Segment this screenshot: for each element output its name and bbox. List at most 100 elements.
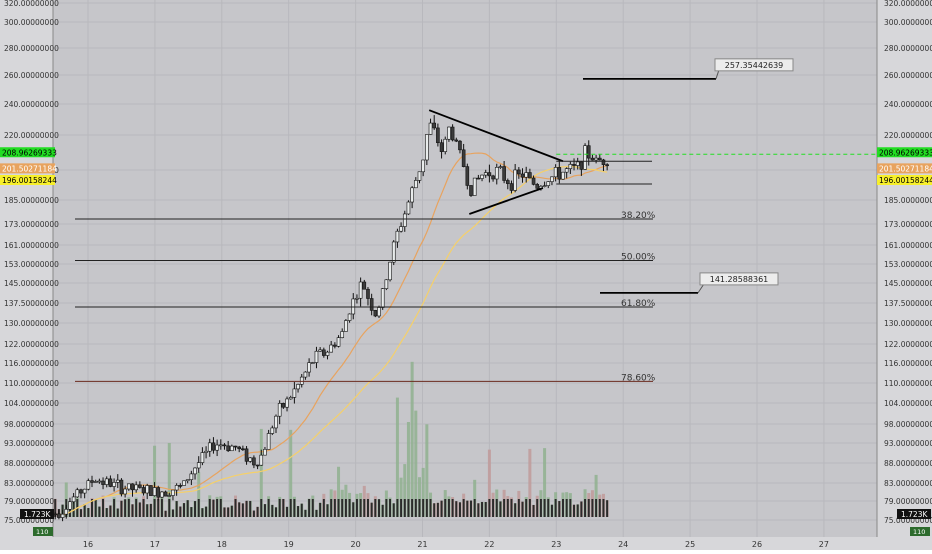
- volume-bar-base: [565, 499, 568, 517]
- volume-bars: [46, 361, 609, 517]
- candle: [358, 277, 363, 307]
- volume-bar: [414, 410, 418, 517]
- candle: [123, 485, 127, 498]
- candle: [579, 161, 584, 176]
- y-tick-label-left: 280.00000000: [4, 44, 59, 53]
- candle-body: [200, 452, 205, 463]
- candle: [509, 180, 514, 194]
- volume-bar: [395, 397, 399, 517]
- candle: [97, 478, 102, 484]
- y-tick-label-left: 173.00000000: [4, 220, 59, 229]
- volume-bar-base: [271, 504, 274, 517]
- candle: [277, 400, 282, 425]
- candle: [487, 164, 492, 183]
- volume-sub-label-left: 110: [36, 528, 48, 536]
- candle: [483, 169, 488, 178]
- candle-body: [79, 489, 83, 494]
- candle: [244, 446, 249, 465]
- candle-body: [340, 331, 345, 338]
- volume-bar-base: [576, 504, 579, 517]
- candle: [399, 222, 403, 233]
- candle: [502, 160, 506, 184]
- volume-bar: [425, 424, 429, 517]
- candle: [90, 475, 94, 488]
- candle: [101, 477, 105, 490]
- volume-bar-base: [407, 499, 410, 517]
- volume-bar-base: [473, 499, 476, 517]
- volume-bar-base: [470, 500, 473, 517]
- volume-bar-base: [260, 499, 263, 517]
- candle-body: [145, 485, 150, 494]
- volume-label-left: 1.723K: [24, 510, 51, 519]
- candle-body: [193, 467, 197, 475]
- y-tick-label-left: 260.00000000: [4, 71, 59, 80]
- volume-bar-base: [197, 499, 200, 517]
- volume-bar-base: [326, 504, 329, 517]
- y-tick-label-right: 185.00000000: [884, 196, 932, 205]
- candle: [160, 491, 164, 499]
- candle-body: [82, 488, 87, 494]
- candle-body: [310, 362, 315, 364]
- candle: [344, 319, 348, 332]
- volume-bar-base: [392, 503, 395, 517]
- volume-bar-base: [94, 499, 97, 517]
- candle-body: [553, 167, 558, 178]
- y-tick-label-left: 185.00000000: [4, 196, 59, 205]
- candle-body: [494, 167, 499, 180]
- candle: [163, 490, 168, 497]
- candle: [119, 478, 124, 497]
- volume-bar-base: [587, 499, 590, 517]
- candle: [274, 414, 278, 434]
- volume-bar-base: [164, 510, 167, 517]
- candle-body: [395, 230, 400, 243]
- candle-body: [325, 351, 330, 356]
- last-price-label-left: 208.96269333: [2, 148, 57, 157]
- volume-bar-base: [547, 499, 550, 517]
- y-tick-label-left: 79.00000000: [4, 497, 54, 506]
- candle-body: [215, 444, 219, 451]
- candle-body: [465, 166, 470, 186]
- volume-bar-base: [378, 499, 381, 517]
- candle: [402, 210, 407, 232]
- candle-body: [86, 480, 91, 490]
- volume-bar: [259, 428, 263, 517]
- volume-bar-base: [234, 499, 237, 517]
- volume-bar-base: [403, 499, 406, 517]
- volume-bar-base: [348, 499, 351, 517]
- ma-slow-label-bg-left: [0, 175, 55, 185]
- volume-bar-base: [83, 504, 86, 517]
- volume-bar-base: [267, 499, 270, 517]
- candle: [531, 175, 536, 186]
- candle-body: [388, 261, 392, 281]
- volume-bar-base: [433, 503, 436, 517]
- volume-bar-base: [455, 501, 458, 517]
- volume-bar-base: [363, 499, 366, 517]
- candle-body: [152, 487, 157, 496]
- x-tick-label: 18: [217, 540, 227, 549]
- volume-bar-base: [532, 504, 535, 517]
- volume-bar-base: [584, 499, 587, 517]
- candle: [233, 445, 238, 451]
- candle-body: [568, 164, 573, 169]
- bottom-axis-panel: [0, 537, 932, 550]
- volume-bar-base: [230, 505, 233, 517]
- candle-body: [171, 489, 175, 496]
- candle: [215, 439, 219, 457]
- right-axis-panel: [877, 0, 932, 550]
- volume-bar-base: [573, 504, 576, 517]
- candle: [79, 488, 83, 499]
- candle-body: [425, 134, 429, 161]
- volume-bar-base: [315, 509, 318, 517]
- candle: [436, 123, 440, 147]
- candle: [325, 350, 330, 360]
- y-tick-label-right: 88.00000000: [884, 459, 932, 468]
- y-tick-label-right: 130.00000000: [884, 319, 932, 328]
- candle: [281, 402, 286, 409]
- candle-body: [60, 513, 65, 518]
- candle: [498, 164, 503, 169]
- volume-bar-base: [492, 499, 495, 517]
- candle: [86, 478, 91, 491]
- candle: [528, 168, 532, 179]
- candle: [193, 467, 197, 480]
